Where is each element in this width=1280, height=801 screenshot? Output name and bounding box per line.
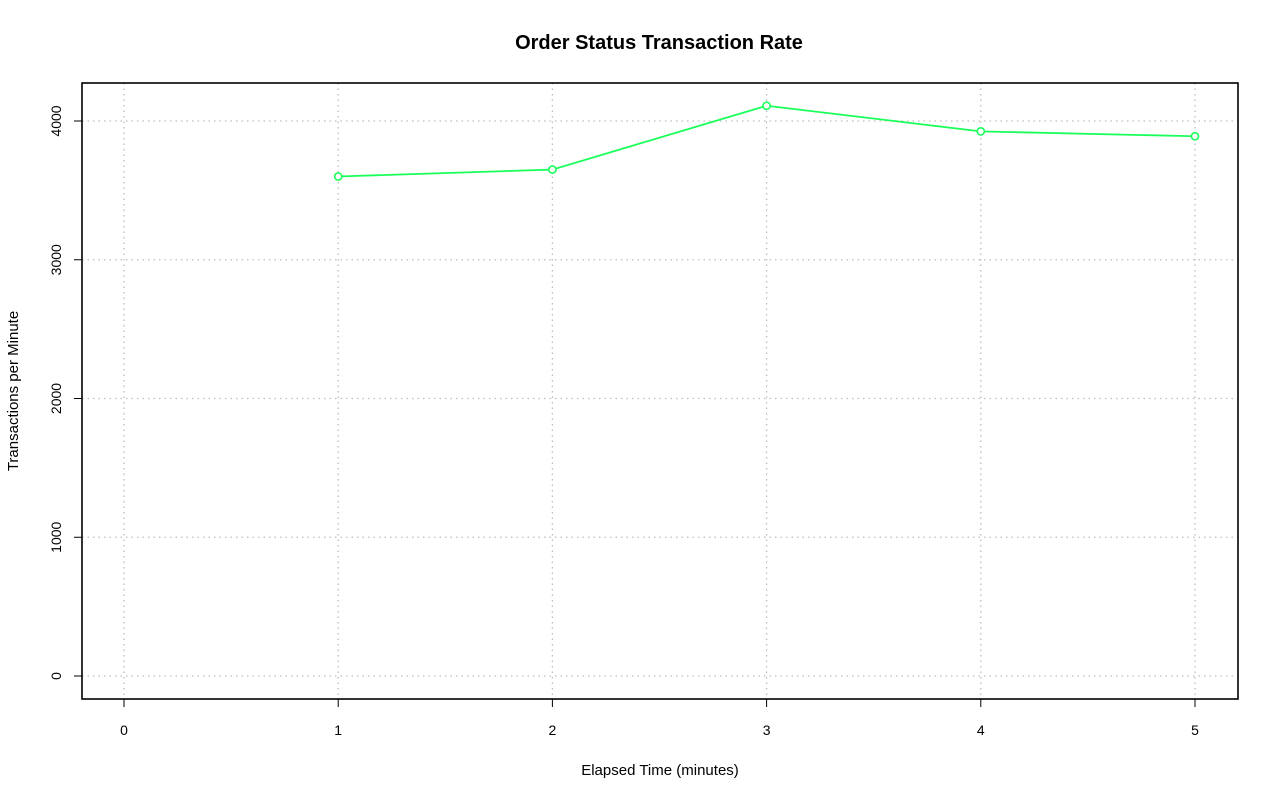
grid [82,83,1238,699]
x-axis: 0 1 2 3 4 5 [120,698,1199,738]
y-tick-label: 4000 [48,105,64,136]
y-tick-label: 1000 [48,521,64,552]
x-tick-label: 4 [977,722,985,738]
data-point [1190,131,1200,141]
y-tick-label: 3000 [48,244,64,275]
x-tick-label: 0 [120,722,128,738]
y-tick-label: 2000 [48,383,64,414]
data-point [333,172,343,181]
y-tick-label: 0 [48,672,64,680]
data-point [548,165,557,174]
y-axis: 0 1000 2000 3000 4000 [48,105,83,680]
x-tick-label: 5 [1191,722,1199,738]
data-point [762,101,771,111]
x-tick-label: 1 [334,722,342,738]
x-axis-label: Elapsed Time (minutes) [581,762,739,779]
x-tick-label: 3 [763,722,771,738]
chart-title: Order Status Transaction Rate [515,32,803,54]
y-axis-label: Transactions per Minute [5,311,22,471]
x-tick-label: 2 [549,722,557,738]
plot-area-border [81,82,1239,700]
series-layer [333,101,1200,181]
data-point [976,127,986,136]
